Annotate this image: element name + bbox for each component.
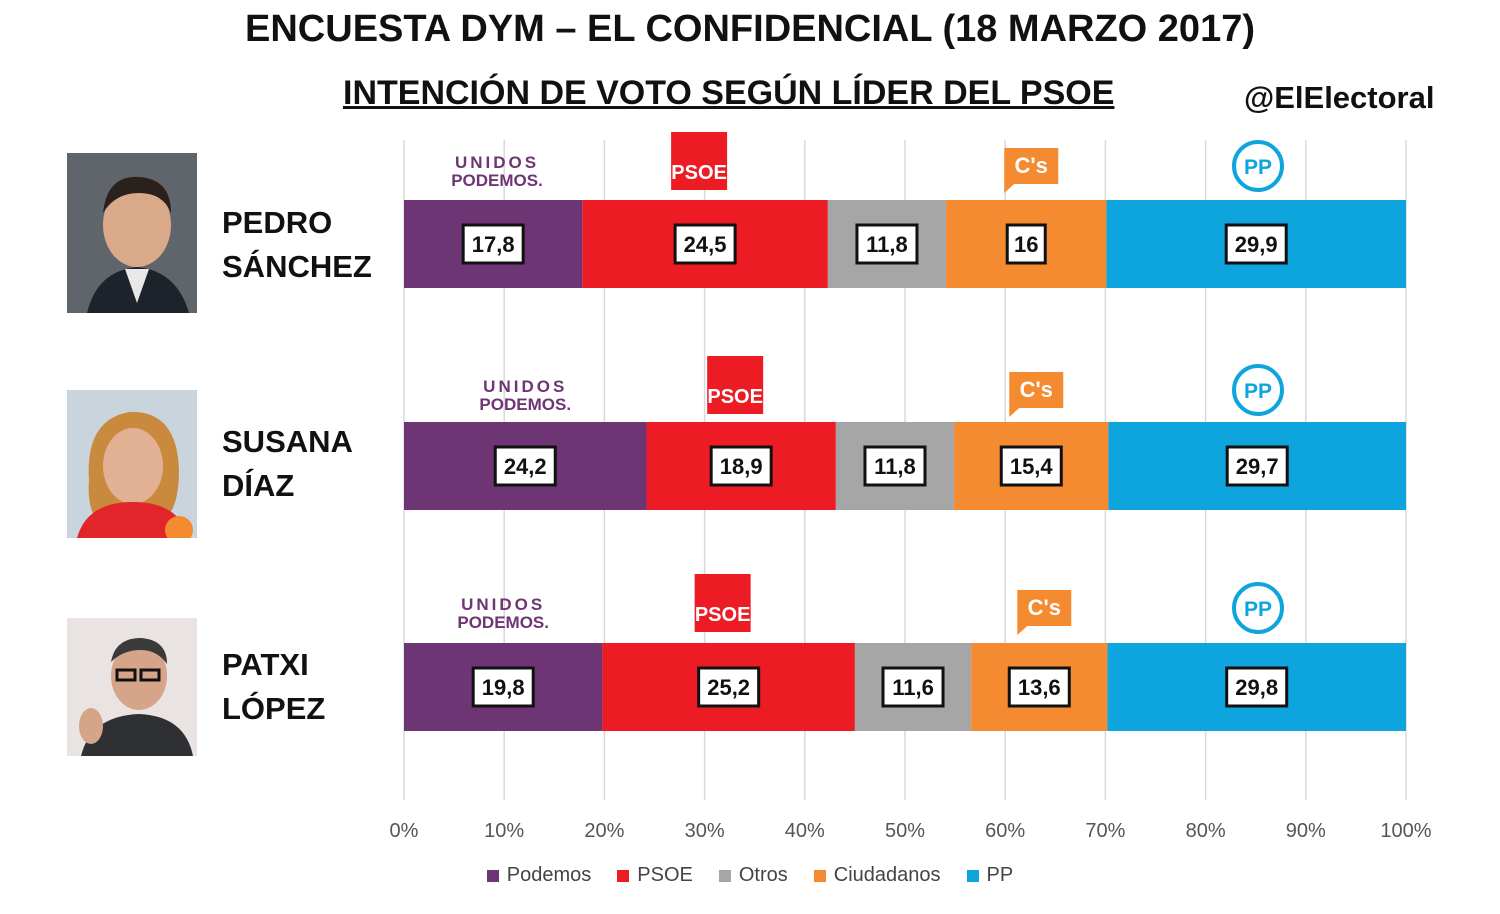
podemos-logo-line2: PODEMOS. [451,171,543,190]
podemos-logo-line1: UNIDOS [461,595,545,614]
psoe-logo-text: PSOE [707,386,763,408]
legend-label: PP [986,864,1014,886]
legend-swatch [486,869,499,882]
data-label-box [881,666,945,708]
ciudadanos-logo-text: C's [1015,153,1048,178]
data-label: 11,8 [874,454,916,479]
legend-item-pp: PP [966,864,1014,887]
x-tick-label: 70% [1085,820,1125,842]
legend-swatch [718,869,731,882]
pp-logo-text: PP [1244,156,1272,179]
chart-title: ENCUESTA DYM – EL CONFIDENCIAL (18 MARZO… [245,8,1255,50]
x-tick-label: 100% [1380,820,1431,842]
x-tick-label: 60% [985,820,1025,842]
data-label-box [1224,223,1288,265]
x-tick-label: 20% [584,820,624,842]
psoe-logo [694,574,751,632]
legend-swatch [617,869,630,882]
legend-item-podemos: Podemos [486,864,592,887]
chart-legend: Podemos PSOE Otros Ciudadanos PP [0,864,1500,887]
leader-photo-susana-diaz [67,390,197,538]
pp-logo [1232,140,1284,192]
leader-photo-pedro-sanchez [67,153,197,313]
data-label: 18,9 [720,454,763,479]
data-label: 11,8 [866,232,908,257]
legend-label: Otros [738,864,788,886]
podemos-logo-line2: PODEMOS. [457,613,549,632]
data-label: 29,7 [1236,454,1279,479]
data-label: 24,2 [504,454,547,479]
leader-name-line2: DÍAZ [222,468,295,503]
podemos-logo-line1: UNIDOS [483,377,567,396]
data-label-box [493,445,557,487]
data-label-box [1225,445,1289,487]
legend-label: Podemos [506,864,592,886]
legend-item-otros: Otros [718,864,788,887]
psoe-logo [707,356,764,414]
data-label: 19,8 [482,675,525,700]
pp-logo-text: PP [1244,598,1272,621]
legend-item-psoe: PSOE [617,864,693,887]
psoe-logo-text: PSOE [695,604,751,626]
data-label: 17,8 [472,232,515,257]
ciudadanos-logo-text: C's [1028,595,1061,620]
leader-name-line2: SÁNCHEZ [222,249,372,284]
data-label-box [709,445,773,487]
data-label: 29,9 [1235,232,1278,257]
data-label-box [1007,666,1071,708]
data-label-box [863,445,927,487]
leader-name-susana-diaz: SUSANA DÍAZ [222,420,353,508]
pp-logo-text: PP [1244,380,1272,403]
psoe-logo [671,132,728,190]
data-label: 15,4 [1010,454,1054,479]
x-tick-label: 0% [390,820,419,842]
data-label: 11,6 [892,675,934,700]
podemos-logo-line1: UNIDOS [455,153,539,172]
data-label-box [1225,666,1289,708]
legend-swatch [813,869,826,882]
pp-logo [1232,582,1284,634]
podemos-logo-line2: PODEMOS. [479,395,571,414]
leader-name-line1: PEDRO [222,205,333,240]
legend-swatch [966,869,979,882]
pp-logo [1232,364,1284,416]
leader-name-line1: SUSANA [222,424,353,459]
legend-item-ciudadanos: Ciudadanos [813,864,941,887]
ciudadanos-logo-text: C's [1020,377,1053,402]
ciudadanos-logo [1009,372,1064,417]
data-label: 29,8 [1235,675,1278,700]
x-tick-label: 50% [885,820,925,842]
data-label-box [461,223,525,265]
chart-subtitle: INTENCIÓN DE VOTO SEGÚN LÍDER DEL PSOE [343,74,1115,112]
x-tick-label: 40% [785,820,825,842]
data-label-box [999,445,1063,487]
x-tick-label: 10% [484,820,524,842]
data-label: 13,6 [1018,675,1061,700]
data-label-box [471,666,535,708]
x-tick-label: 80% [1186,820,1226,842]
psoe-logo-text: PSOE [671,162,727,184]
data-label: 16 [1014,232,1038,257]
source-handle: @ElElectoral [1244,80,1435,115]
ciudadanos-logo [1017,590,1072,635]
x-tick-label: 90% [1286,820,1326,842]
data-label-box [697,666,761,708]
leader-photo-patxi-lopez [67,618,197,756]
data-label-box [855,223,919,265]
ciudadanos-logo [1004,148,1059,193]
x-tick-label: 30% [685,820,725,842]
leader-name-patxi-lopez: PATXI LÓPEZ [222,643,325,731]
leader-name-line2: LÓPEZ [222,691,326,726]
legend-label: Ciudadanos [833,864,941,886]
data-label: 24,5 [684,232,727,257]
leader-name-pedro-sanchez: PEDRO SÁNCHEZ [222,201,372,289]
leader-name-line1: PATXI [222,647,309,682]
data-label-box [673,223,737,265]
data-label-box [1005,223,1047,265]
data-label: 25,2 [707,675,750,700]
legend-label: PSOE [637,864,693,886]
